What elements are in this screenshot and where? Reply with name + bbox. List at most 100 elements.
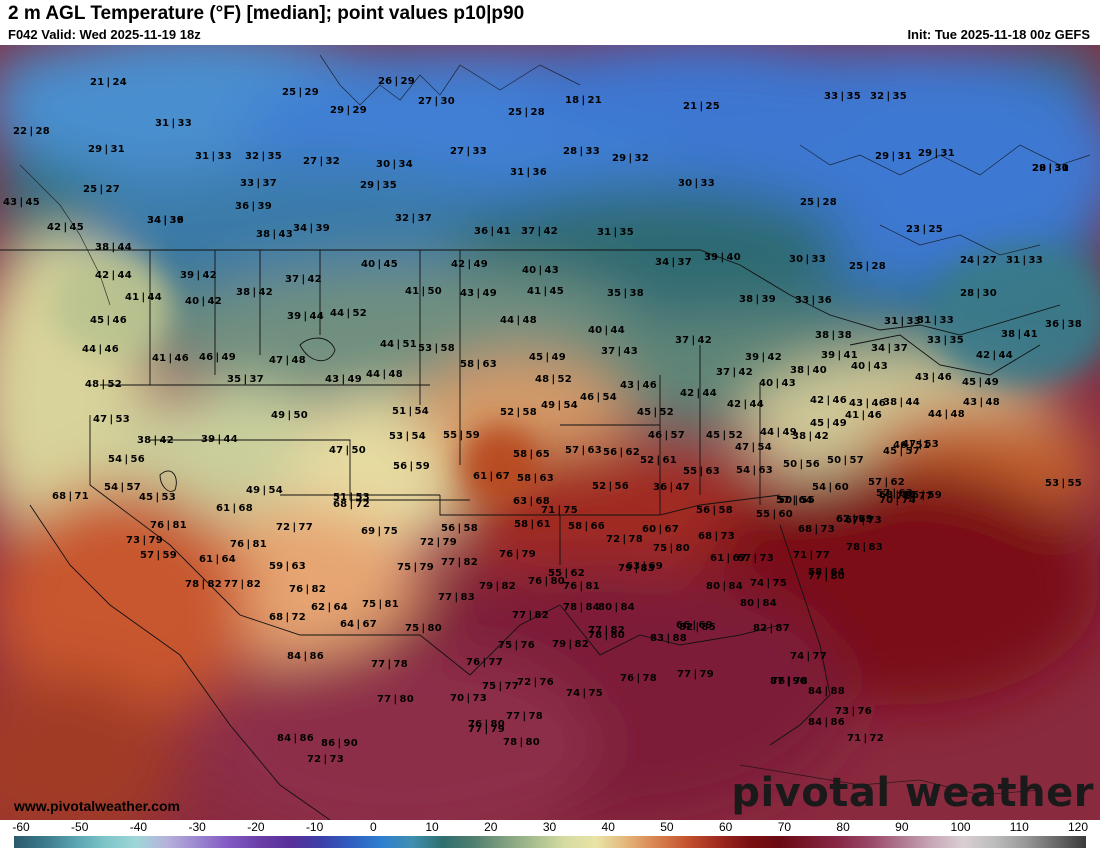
point-value-label: 56 | 59 [393,461,430,472]
point-value-label: 55 | 59 [905,490,942,501]
point-value-label: 69 | 75 [361,526,398,537]
point-value-label: 56 | 62 [603,447,640,458]
point-value-label: 79 | 82 [552,639,589,650]
point-value-label: 76 | 81 [150,520,187,531]
point-value-label: 41 | 46 [845,410,882,421]
point-value-label: 62 | 69 [836,514,873,525]
point-value-label: 53 | 54 [389,431,426,442]
point-value-label: 32 | 35 [245,151,282,162]
point-value-label: 34 | 37 [655,257,692,268]
website-label[interactable]: www.pivotalweather.com [14,798,180,814]
point-value-label: 52 | 56 [592,481,629,492]
point-value-label: 84 | 88 [808,686,845,697]
point-value-label: 44 | 49 [760,427,797,438]
point-value-label: 58 | 61 [514,519,551,530]
point-value-label: 34 | 37 [871,343,908,354]
point-value-label: 64 | 67 [340,619,377,630]
point-value-label: 77 | 82 [441,557,478,568]
point-value-label: 73 | 76 [835,706,872,717]
point-value-label: 37 | 42 [716,367,753,378]
point-value-label: 30 | 33 [678,178,715,189]
point-value-label: 57 | 63 [565,445,602,456]
point-value-label: 50 | 55 [778,495,815,506]
point-value-label: 45 | 53 [139,492,176,503]
point-value-label: 75 | 80 [653,543,690,554]
point-value-label: 84 | 86 [808,717,845,728]
point-value-label: 46 | 57 [648,430,685,441]
temperature-map[interactable]: 21 | 24 26 | 29 25 | 29 27 | 30 29 | 29 25 | … [0,45,1100,820]
point-value-label: 38 | 42 [236,287,273,298]
map-title: 2 m AGL Temperature (°F) [median]; point… [8,3,525,24]
point-value-label: 76 | 81 [563,581,600,592]
point-value-label: 54 | 56 [108,454,145,465]
point-value-label: 38 | 38 [815,330,852,341]
point-value-label: 28 | 33 [563,146,600,157]
point-value-label: 18 | 21 [565,95,602,106]
point-value-label: 84 | 86 [277,733,314,744]
point-value-label: 47 | 53 [902,439,939,450]
colorbar-tick-label: 40 [601,820,615,834]
point-value-label: 82 | 87 [753,623,790,634]
point-value-label: 44 | 46 [82,344,119,355]
point-value-label: 71 | 75 [541,505,578,516]
point-value-label: 71 | 77 [896,491,933,502]
point-value-label: 71 | 72 [847,733,884,744]
colorbar-tick-label: -20 [247,820,265,834]
point-value-label: 78 | 83 [846,542,883,553]
point-value-label: 31 | 33 [917,315,954,326]
point-value-label: 79 | 82 [479,581,516,592]
point-value-label: 40 | 43 [522,265,559,276]
point-value-label: 61 | 68 [216,503,253,514]
point-value-label: 38 | 41 [1001,329,1038,340]
point-value-label: 77 | 80 [377,694,414,705]
point-value-label: 24 | 27 [960,255,997,266]
point-value-label: 44 | 52 [330,308,367,319]
point-value-label: 61 | 64 [199,554,236,565]
point-value-label: 74 | 77 [790,651,827,662]
point-value-label: 77 | 82 [512,610,549,621]
point-value-label: 29 | 31 [1032,163,1069,174]
point-value-label: 44 | 51 [380,339,417,350]
point-value-label: 22 | 28 [13,126,50,137]
point-value-label: 72 | 73 [307,754,344,765]
point-value-label: 25 | 28 [800,197,837,208]
point-value-label: 39 | 42 [745,352,782,363]
point-value-label: 68 | 73 [698,531,735,542]
point-value-label: 68 | 72 [333,499,370,510]
point-value-label: 56 | 58 [696,505,733,516]
colorbar-strip [14,836,1086,848]
point-value-label: 38 | 40 [790,365,827,376]
point-value-label: 58 | 64 [808,567,845,578]
point-value-label: 79 | 83 [618,563,655,574]
point-value-label: 60 | 67 [642,524,679,535]
point-value-label: 76 | 78 [620,673,657,684]
point-value-label: 43 | 46 [620,380,657,391]
point-value-label: 58 | 63 [517,473,554,484]
point-value-label: 31 | 33 [1006,255,1043,266]
point-value-label: 55 | 60 [756,509,793,520]
point-value-label: 52 | 58 [500,407,537,418]
point-value-label: 55 | 59 [443,430,480,441]
point-value-label: 25 | 29 [282,87,319,98]
coastlines [19,54,1091,796]
point-value-label: 21 | 25 [683,101,720,112]
point-value-label: 45 | 49 [529,352,566,363]
colorbar-tick-label: 120 [1067,820,1089,834]
point-value-label: 58 | 63 [460,359,497,370]
point-value-label: 52 | 61 [640,455,677,466]
point-value-label: 33 | 36 [795,295,832,306]
colorbar-tick-label: 60 [718,820,733,834]
point-value-label: 83 | 88 [650,633,687,644]
point-value-label: 27 | 30 [418,96,455,107]
point-value-label: 46 | 51 [893,440,930,451]
temperature-field [0,45,1100,820]
point-value-label: 37 | 42 [285,274,322,285]
colorbar-tick-label: 70 [777,820,792,834]
colorbar-tick-label: -40 [129,820,148,834]
colorbar-tick-label: 30 [542,820,557,834]
point-value-label: 29 | 31 [875,151,912,162]
colorbar-tick-label: 90 [895,820,909,834]
point-value-label: 36 | 38 [1045,319,1082,330]
colorbar-tick-label: 110 [1009,820,1029,834]
point-value-label: 33 | 37 [240,178,277,189]
